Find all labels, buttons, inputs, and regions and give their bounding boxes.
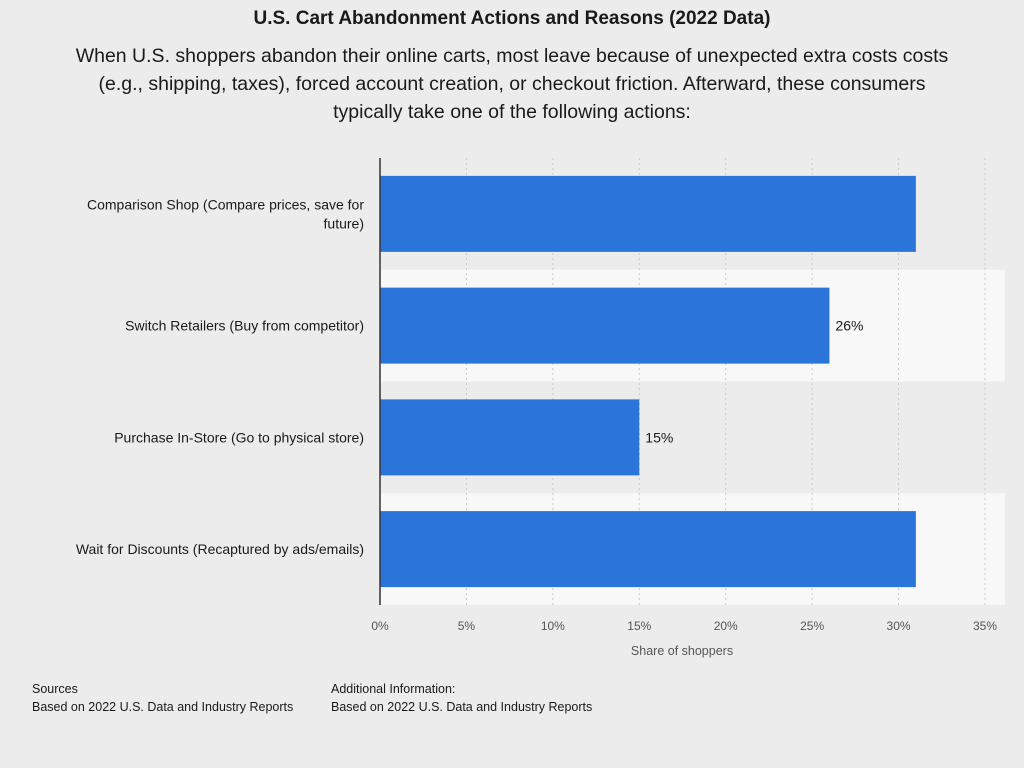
sources-text: Based on 2022 U.S. Data and Industry Rep… bbox=[32, 700, 294, 714]
x-tick-label: 0% bbox=[371, 619, 389, 633]
sources-heading: Sources bbox=[32, 682, 78, 696]
x-tick-label: 5% bbox=[458, 619, 476, 633]
x-tick-label: 30% bbox=[887, 619, 911, 633]
bar bbox=[380, 287, 830, 364]
x-tick-label: 25% bbox=[800, 619, 824, 633]
sources-block: Sources Based on 2022 U.S. Data and Indu… bbox=[32, 680, 293, 716]
category-label: Switch Retailers (Buy from competitor) bbox=[125, 318, 364, 334]
data-label: 26% bbox=[835, 318, 863, 334]
x-tick-label: 35% bbox=[973, 619, 997, 633]
additional-info-heading: Additional Information: bbox=[331, 682, 456, 696]
category-label: Comparison Shop (Compare prices, save fo… bbox=[87, 196, 364, 212]
additional-info-text: Based on 2022 U.S. Data and Industry Rep… bbox=[331, 700, 593, 714]
bar bbox=[380, 511, 916, 588]
additional-info-block: Additional Information: Based on 2022 U.… bbox=[331, 680, 592, 716]
data-label: 15% bbox=[645, 429, 673, 445]
bar bbox=[380, 399, 640, 476]
x-tick-label: 10% bbox=[541, 619, 565, 633]
x-tick-label: 20% bbox=[714, 619, 738, 633]
bar bbox=[380, 175, 916, 252]
category-label: Purchase In-Store (Go to physical store) bbox=[114, 429, 364, 445]
category-label: Wait for Discounts (Recaptured by ads/em… bbox=[76, 541, 364, 557]
chart-title: U.S. Cart Abandonment Actions and Reason… bbox=[253, 8, 771, 29]
category-label: future) bbox=[324, 215, 364, 231]
x-tick-label: 15% bbox=[627, 619, 651, 633]
x-axis-label: Share of shoppers bbox=[631, 644, 733, 658]
chart-subtitle: When U.S. shoppers abandon their online … bbox=[75, 45, 949, 123]
